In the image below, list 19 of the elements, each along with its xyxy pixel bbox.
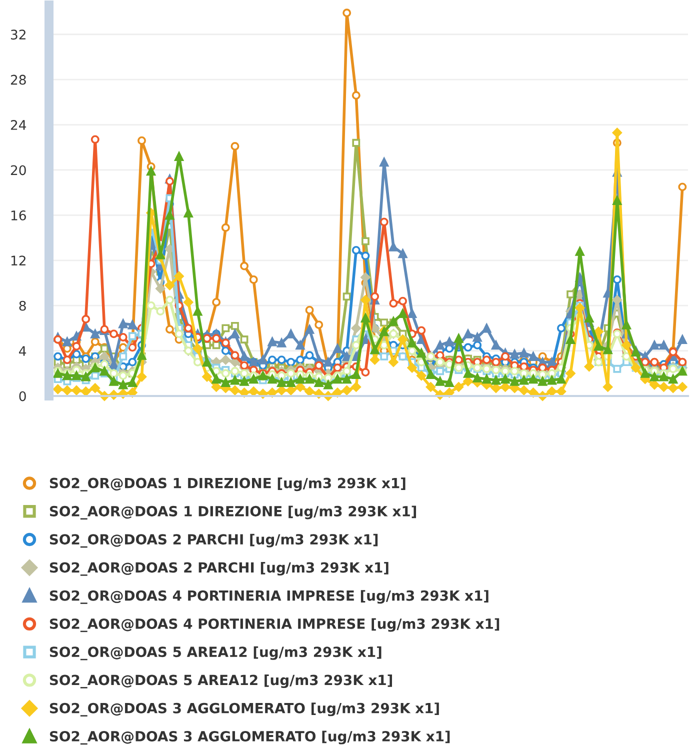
y-tick-label: 24	[10, 120, 26, 130]
y-tick-label: 12	[11, 256, 26, 266]
legend-label: SO2_AOR@DOAS 2 PARCHI [ug/m3 293K x1]	[50, 562, 388, 576]
y-tick-label: 28	[10, 74, 26, 85]
legend-label: SO2_OR@DOAS 2 PARCHI [ug/m3 293K x1]	[50, 534, 378, 548]
legend-label: SO2_AOR@DOAS 4 PORTINERIA IMPRESE [ug/m3 293K x1]	[50, 618, 500, 632]
legend-label: SO2_AOR@DOAS 1 DIREZIONE [ug/m3 293K x1]	[50, 506, 416, 520]
y-tick-label: 16	[11, 210, 26, 220]
y-tick-label: 4	[19, 346, 26, 356]
y-tick-label: 0	[19, 391, 26, 402]
legend-label: SO2_OR@DOAS 4 PORTINERIA IMPRESE [ug/m3 293K x1]	[50, 590, 488, 604]
y-tick-label: 20	[10, 165, 26, 176]
legend-label: SO2_OR@DOAS 3 AGGLOMERATO [ug/m3 293K x1]	[50, 702, 439, 716]
y-tick-label: 8	[19, 300, 26, 311]
legend-label: SO2_AOR@DOAS 3 AGGLOMERATO [ug/m3 293K x1]	[50, 730, 450, 745]
legend-label: SO2_OR@DOAS 5 AREA12 [ug/m3 293K x1]	[50, 646, 382, 660]
y-tick-label: 32	[10, 30, 26, 40]
legend-label: SO2_OR@DOAS 1 DIREZIONE [ug/m3 293K x1]	[50, 478, 406, 492]
legend-label: SO2_AOR@DOAS 5 AREA12 [ug/m3 293K x1]	[50, 674, 392, 688]
